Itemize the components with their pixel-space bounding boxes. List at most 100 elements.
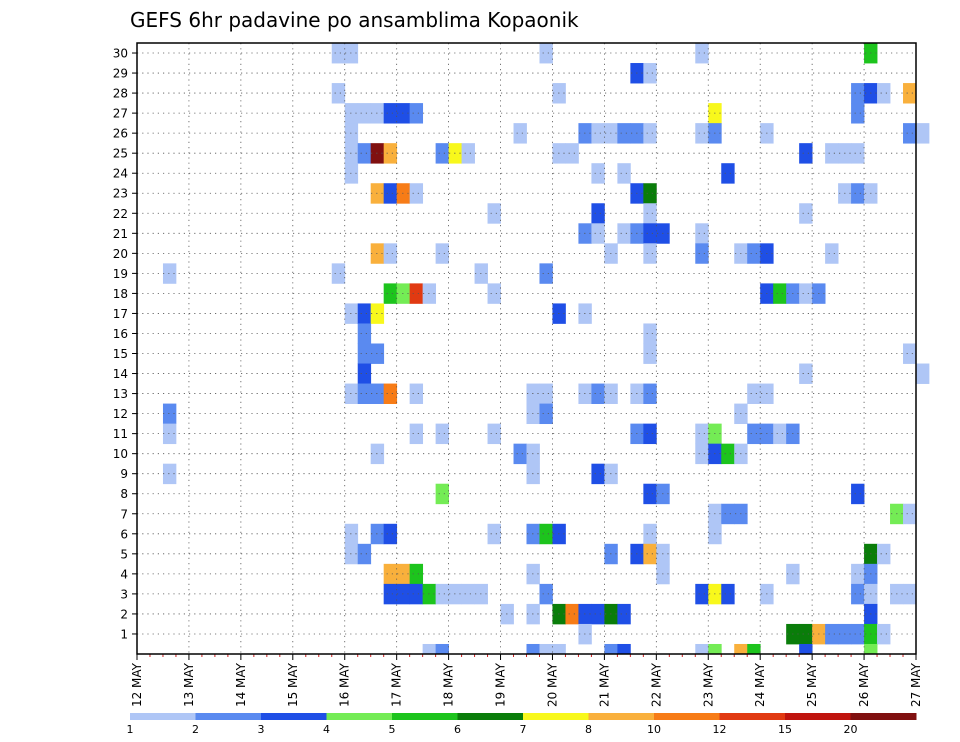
heatmap-cell: [344, 383, 359, 404]
x-tick-label: 14 MAY: [234, 662, 248, 707]
heatmap-cell: [864, 643, 878, 655]
colorbar-swatch: [654, 713, 720, 720]
heatmap-cell: [591, 123, 605, 144]
heatmap-cell: [162, 423, 177, 445]
heatmap-cell: [643, 483, 657, 505]
heatmap-cell: [851, 103, 865, 124]
heatmap-cell: [409, 583, 424, 605]
colorbar-legend: 1 2 3 4 5 6 7 8 10 12 15 20: [127, 713, 917, 736]
x-tick-label: 12 MAY: [130, 662, 144, 707]
heatmap-cell: [461, 583, 475, 605]
x-tick-label: 17 MAY: [390, 662, 404, 707]
heatmap-cell: [747, 643, 761, 655]
heatmap-cell: [643, 223, 657, 244]
heatmap-cell: [695, 583, 709, 605]
heatmap-cell: [734, 643, 748, 655]
heatmap-cells: [162, 43, 930, 655]
heatmap-cell: [383, 563, 398, 585]
heatmap-cell: [591, 223, 605, 244]
y-tick-label: 6: [120, 527, 128, 541]
y-tick-label: 22: [113, 207, 128, 221]
heatmap-cell: [825, 243, 839, 264]
y-tick-label: 4: [120, 567, 128, 581]
colorbar-label: 5: [389, 723, 396, 736]
y-tick-label: 13: [113, 387, 128, 401]
heatmap-cell: [435, 643, 449, 655]
heatmap-cell: [539, 523, 553, 545]
y-tick-label: 10: [113, 447, 128, 461]
y-tick-label: 23: [113, 187, 128, 201]
heatmap-cell: [851, 143, 865, 164]
heatmap-cell: [513, 123, 527, 144]
heatmap-cell: [357, 343, 372, 364]
heatmap-cell: [344, 163, 359, 184]
heatmap-cell: [539, 263, 553, 284]
heatmap-cell: [513, 443, 527, 465]
heatmap-cell: [539, 383, 553, 404]
heatmap-cell: [604, 643, 618, 655]
heatmap-cell: [851, 623, 865, 645]
heatmap-cell: [799, 143, 813, 164]
colorbar-label: 7: [520, 723, 527, 736]
heatmap-cell: [773, 283, 787, 304]
plot-frame: [136, 42, 917, 655]
heatmap-cell: [383, 243, 398, 264]
heatmap-cell: [903, 503, 917, 525]
heatmap-cell: [357, 543, 372, 565]
y-tick-label: 26: [113, 127, 128, 141]
colorbar-label: 6: [454, 723, 461, 736]
heatmap-cell: [643, 203, 657, 224]
colorbar-label: 12: [713, 723, 727, 736]
y-axis-ticks: 1234567891011121314151617181920212223242…: [113, 47, 137, 641]
colorbar-swatch: [130, 713, 196, 720]
heatmap-cell: [344, 143, 359, 164]
heatmap-cell: [435, 423, 449, 445]
heatmap-cell: [721, 583, 735, 605]
heatmap-cell: [695, 423, 709, 445]
heatmap-cell: [487, 203, 501, 224]
heatmap-cell: [162, 463, 177, 485]
x-tick-label: 16 MAY: [338, 662, 352, 707]
heatmap-cell: [903, 343, 917, 364]
heatmap-cell: [383, 103, 398, 124]
heatmap-cell: [344, 123, 359, 144]
colorbar-swatch: [588, 713, 655, 720]
colorbar-swatch: [719, 713, 786, 720]
heatmap-cell: [383, 523, 398, 545]
heatmap-cell: [435, 583, 449, 605]
colorbar-swatch: [850, 713, 917, 720]
heatmap-cell: [877, 83, 891, 104]
heatmap-cell: [799, 283, 813, 304]
colorbar-swatch: [785, 713, 851, 720]
heatmap-cell: [331, 43, 346, 64]
heatmap-cell: [851, 183, 865, 204]
heatmap-cell: [539, 403, 553, 425]
heatmap-cell: [357, 363, 372, 384]
heatmap-cell: [695, 123, 709, 144]
x-tick-label: 19 MAY: [494, 662, 508, 707]
heatmap-cell: [903, 83, 917, 104]
heatmap-cell: [383, 583, 398, 605]
heatmap-cell: [643, 343, 657, 364]
x-tick-label: 27 MAY: [909, 662, 923, 707]
heatmap-cell: [435, 243, 449, 264]
heatmap-cell: [539, 583, 553, 605]
heatmap-cell: [799, 623, 813, 645]
colorbar-swatch: [457, 713, 524, 720]
colorbar-label: 15: [778, 723, 792, 736]
y-tick-label: 19: [113, 267, 128, 281]
heatmap-cell: [487, 523, 501, 545]
heatmap-cell: [409, 423, 424, 445]
heatmap-cell: [695, 243, 709, 264]
heatmap-cell: [344, 523, 359, 545]
heatmap-cell: [877, 543, 891, 565]
heatmap-cell: [422, 643, 437, 655]
colorbar-label: 2: [192, 723, 199, 736]
heatmap-cell: [591, 203, 605, 224]
heatmap-cell: [825, 623, 839, 645]
heatmap-cell: [617, 163, 631, 184]
colorbar-label: 1: [127, 723, 134, 736]
heatmap-cell: [747, 243, 761, 264]
x-tick-label: 15 MAY: [286, 662, 300, 707]
heatmap-cell: [409, 283, 424, 304]
